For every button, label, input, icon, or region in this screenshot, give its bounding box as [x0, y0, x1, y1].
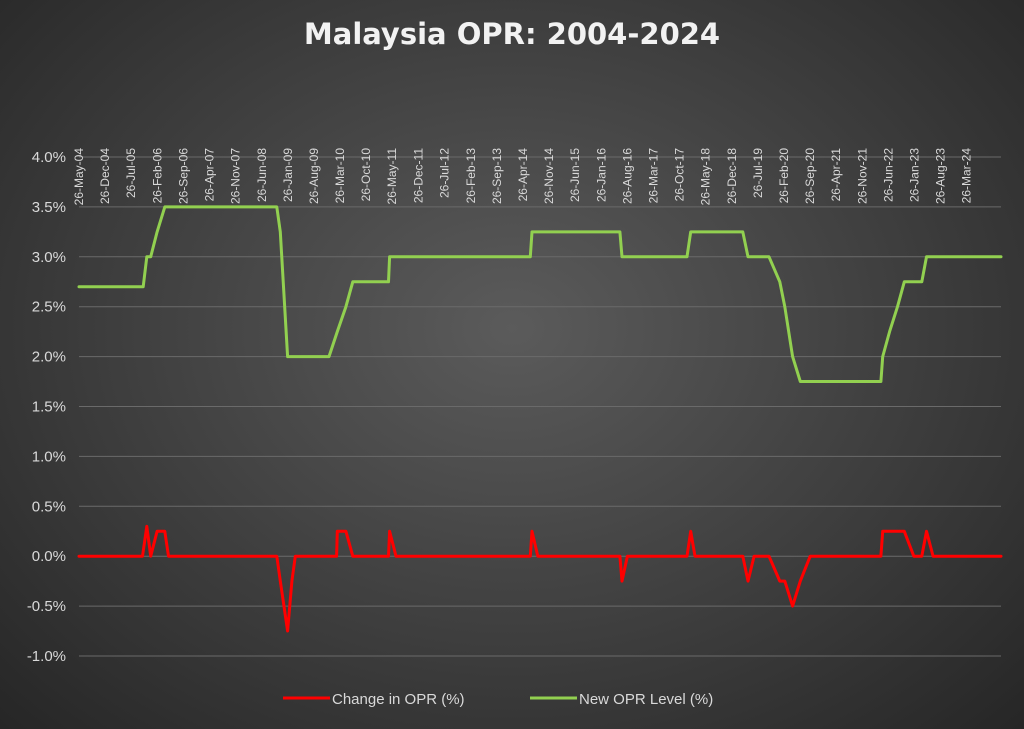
- y-tick-label: 1.0%: [32, 448, 66, 465]
- x-tick-label: 26-Oct-10: [359, 148, 373, 202]
- x-tick-label: 26-Aug-23: [934, 148, 948, 204]
- x-tick-label: 26-Sep-06: [177, 148, 191, 204]
- x-tick-label: 26-Jan-23: [908, 148, 922, 202]
- legend-label-new-level: New OPR Level (%): [579, 691, 713, 708]
- x-tick-label: 26-Aug-16: [620, 148, 634, 204]
- x-tick-label: 26-Dec-04: [98, 148, 112, 204]
- y-tick-label: 3.5%: [32, 199, 66, 216]
- x-tick-label: 26-Dec-11: [411, 148, 425, 203]
- y-tick-label: -1.0%: [27, 648, 66, 665]
- y-axis-labels: -1.0% -0.5% 0.0% 0.5% 1.0% 1.5% 2.0% 2.5% 3.0% 3.…: [27, 149, 66, 665]
- x-tick-label: 26-Jan-16: [594, 148, 608, 202]
- x-tick-label: 26-Apr-21: [829, 148, 843, 202]
- x-tick-label: 26-May-18: [699, 148, 713, 206]
- series-line-new-opr-level: [77, 205, 1003, 383]
- x-tick-label: 26-Jun-15: [568, 148, 582, 202]
- x-tick-label: 26-Nov-21: [855, 148, 869, 204]
- x-tick-label: 26-Apr-14: [516, 148, 530, 202]
- y-tick-label: 0.0%: [32, 548, 66, 565]
- x-tick-label: 26-Jun-22: [881, 148, 895, 202]
- x-tick-label: 26-Sep-13: [490, 148, 504, 204]
- y-tick-label: 1.5%: [32, 399, 66, 416]
- series-lines: [77, 205, 1003, 633]
- x-tick-label: 26-Jul-19: [751, 148, 765, 198]
- x-tick-label: 26-Dec-18: [725, 148, 739, 204]
- y-tick-label: 3.0%: [32, 249, 66, 266]
- x-tick-label: 26-Aug-09: [307, 148, 321, 204]
- x-tick-label: 26-Mar-24: [960, 148, 974, 204]
- x-tick-label: 26-Feb-20: [777, 148, 791, 204]
- series-line-change-in-opr: [77, 524, 1003, 633]
- y-tick-label: -0.5%: [27, 598, 66, 615]
- legend: Change in OPR (%) New OPR Level (%): [283, 691, 713, 708]
- x-tick-label: 26-Jan-09: [281, 148, 295, 202]
- y-tick-label: 0.5%: [32, 498, 66, 515]
- x-tick-label: 26-Feb-06: [151, 148, 165, 204]
- x-tick-label: 26-Jun-08: [255, 148, 269, 202]
- x-tick-label: 26-Nov-14: [542, 148, 556, 204]
- x-tick-label: 26-May-11: [385, 148, 399, 205]
- y-tick-label: 2.5%: [32, 299, 66, 316]
- x-tick-label: 26-Mar-10: [333, 148, 347, 204]
- y-tick-label: 4.0%: [32, 149, 66, 166]
- x-tick-label: 26-Mar-17: [646, 148, 660, 204]
- legend-label-change: Change in OPR (%): [332, 691, 465, 708]
- x-tick-label: 26-Sep-20: [803, 148, 817, 204]
- x-tick-label: 26-May-04: [72, 148, 86, 206]
- x-tick-label: 26-Jul-05: [124, 148, 138, 198]
- x-tick-label: 26-Apr-07: [203, 148, 217, 202]
- x-tick-label: 26-Jul-12: [438, 148, 452, 198]
- y-tick-label: 2.0%: [32, 349, 66, 366]
- x-tick-label: 26-Nov-07: [229, 148, 243, 204]
- x-tick-label: 26-Oct-17: [673, 148, 687, 202]
- x-axis-labels: 26-May-04 26-Dec-04 26-Jul-05 26-Feb-06 26-S…: [72, 148, 974, 206]
- chart-title: Malaysia OPR: 2004-2024: [304, 17, 720, 51]
- x-tick-label: 26-Feb-13: [464, 148, 478, 204]
